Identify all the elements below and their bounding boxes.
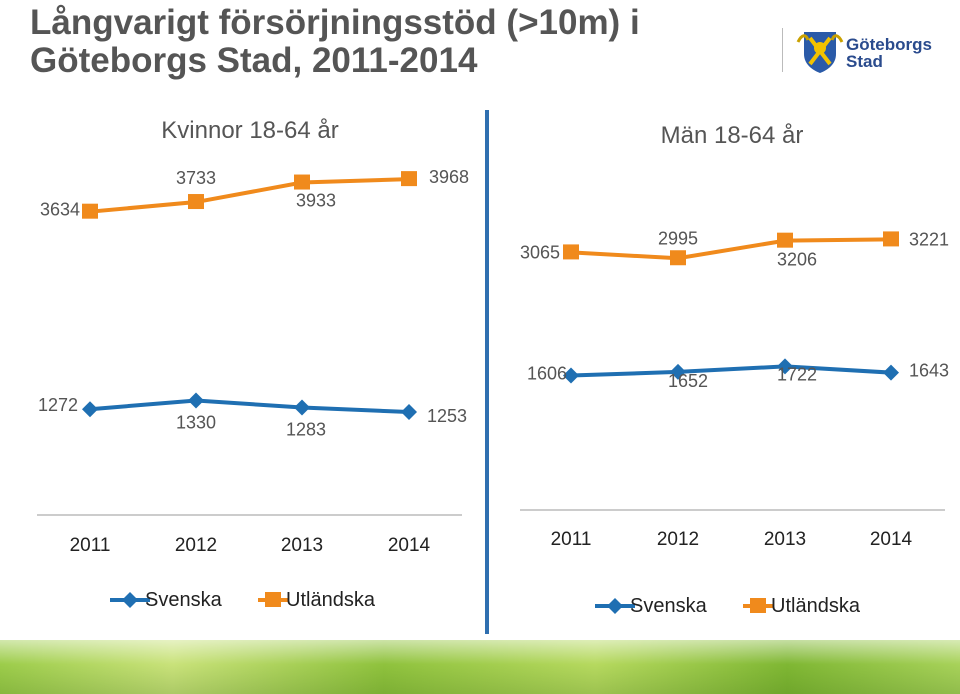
logo-line-2: Stad — [846, 52, 883, 71]
title-line-2: Göteborgs Stad, 2011-2014 — [30, 41, 478, 80]
logo-line-1: Göteborgs — [846, 35, 932, 54]
legend-utlandska-marker — [265, 592, 281, 607]
x-tick-label: 2012 — [175, 535, 217, 556]
utlandska-data-label: 3933 — [296, 191, 336, 211]
svenska-data-label: 1722 — [777, 364, 817, 384]
utlandska-point-marker — [670, 250, 686, 266]
svenska-point-marker — [294, 399, 310, 416]
x-tick-label: 2013 — [764, 529, 806, 550]
utlandska-series-line — [89, 177, 410, 214]
legend-utlandska-marker — [750, 598, 766, 613]
utlandska-data-label: 3733 — [176, 168, 216, 188]
svenska-point-marker — [188, 392, 204, 409]
utlandska-data-label: 3065 — [520, 242, 560, 262]
legend-svenska-label: Svenska — [630, 595, 708, 617]
x-tick-label: 2013 — [281, 535, 323, 556]
svenska-data-label: 1606 — [527, 364, 567, 384]
grass-banner-shade — [0, 640, 960, 694]
utlandska-point-marker — [188, 194, 204, 210]
utlandska-series-line — [570, 237, 892, 261]
utlandska-data-label: 3206 — [777, 250, 817, 270]
x-tick-label: 2014 — [870, 529, 913, 550]
svenska-data-label: 1253 — [427, 406, 467, 426]
legend-svenska-marker — [122, 592, 138, 608]
x-tick-label: 2011 — [551, 529, 592, 550]
utlandska-point-marker — [883, 231, 899, 247]
utlandska-data-label: 3634 — [40, 200, 80, 220]
svenska-point-marker — [401, 404, 417, 421]
svenska-point-marker — [82, 401, 98, 418]
x-tick-label: 2014 — [388, 535, 431, 556]
svenska-point-marker — [883, 364, 899, 381]
title-line-1: Långvarigt försörjningsstöd (>10m) i — [30, 3, 640, 42]
utlandska-data-label: 3221 — [909, 229, 949, 249]
utlandska-point-marker — [401, 171, 417, 187]
utlandska-data-label: 3968 — [429, 167, 469, 187]
utlandska-point-marker — [563, 244, 579, 260]
legend-svenska-marker — [607, 598, 623, 614]
panel-title-1: Kvinnor 18-64 år — [161, 117, 338, 144]
svenska-data-label: 1283 — [286, 420, 326, 440]
legend-svenska-label: Svenska — [145, 589, 223, 611]
utlandska-point-marker — [294, 174, 310, 190]
logo-separator — [782, 28, 783, 72]
goteborgs-stad-logo: Göteborgs Stad — [782, 28, 942, 76]
utlandska-point-marker — [777, 232, 793, 248]
legend-utlandska-label: Utländska — [771, 595, 861, 617]
svenska-point-marker — [563, 367, 579, 384]
legend-utlandska-label: Utländska — [286, 589, 376, 611]
svenska-series-line — [89, 398, 410, 415]
x-tick-label: 2012 — [657, 529, 699, 550]
utlandska-data-label: 2995 — [658, 228, 698, 248]
svenska-data-label: 1272 — [38, 395, 78, 415]
svenska-data-label: 1643 — [909, 361, 949, 381]
svenska-series-line — [570, 364, 892, 378]
city-crest-icon — [796, 32, 844, 73]
svenska-data-label: 1330 — [176, 413, 216, 433]
x-tick-label: 2011 — [70, 535, 111, 556]
utlandska-point-marker — [82, 203, 98, 219]
chart-title: Långvarigt försörjningsstöd (>10m) i Göt… — [30, 4, 730, 80]
svenska-data-label: 1652 — [668, 371, 708, 391]
svenska-point-marker — [670, 363, 686, 380]
panel-title-2: Män 18-64 år — [661, 122, 804, 149]
svenska-point-marker — [777, 358, 793, 375]
